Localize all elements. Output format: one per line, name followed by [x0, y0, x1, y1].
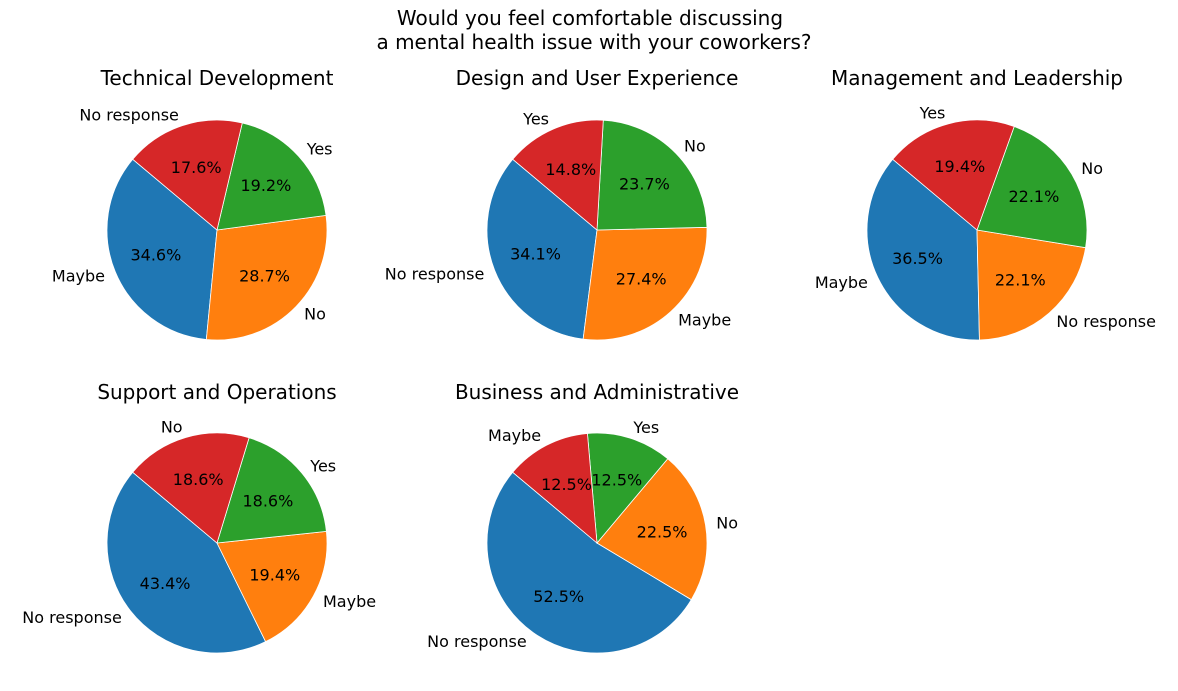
slice-label: Maybe — [323, 592, 376, 611]
slice-percentage: 27.4% — [616, 270, 667, 289]
slice-label: Yes — [522, 109, 549, 128]
slice-label: Yes — [632, 418, 659, 437]
slice-label: No — [716, 514, 738, 533]
slice-label: No response — [385, 265, 485, 284]
pie-slice — [132, 432, 250, 544]
pie-title: Support and Operations — [97, 380, 336, 404]
slice-percentage: 23.7% — [619, 175, 670, 194]
slice-label: Yes — [919, 104, 946, 123]
slice-label: Maybe — [488, 426, 541, 445]
pie-3: Management and Leadership Maybe 36.5% No re… — [815, 66, 1156, 341]
pie-title: Technical Development — [100, 66, 334, 90]
slice-percentage: 14.8% — [545, 160, 596, 179]
pie-slice — [586, 432, 669, 544]
slice-label: Maybe — [678, 310, 731, 329]
slice-label: Yes — [309, 456, 336, 475]
pie-1: Technical Development Maybe 34.6% No 28.7% Ye… — [52, 66, 334, 341]
pie-slice — [596, 458, 708, 601]
pie-4: Support and Operations No response 43.4% Ma… — [22, 380, 376, 654]
figure-title-line-2: a mental health issue with your coworker… — [376, 30, 811, 54]
slice-percentage: 28.7% — [239, 266, 290, 285]
pie-slice — [106, 158, 218, 340]
slice-percentage: 18.6% — [173, 470, 224, 489]
pie-slice — [976, 229, 1087, 341]
slice-label: No — [304, 305, 326, 324]
pie-slice — [216, 530, 328, 643]
slice-percentage: 18.6% — [242, 492, 293, 511]
pie-slice — [582, 226, 708, 341]
pie-title: Design and User Experience — [456, 66, 739, 90]
slice-percentage: 19.4% — [934, 157, 985, 176]
slice-percentage: 12.5% — [541, 475, 592, 494]
pie-slice — [216, 437, 327, 544]
pie-slice — [596, 119, 708, 231]
slice-label: No response — [427, 632, 527, 651]
slice-percentage: 19.2% — [240, 176, 291, 195]
pie-slice — [205, 214, 328, 341]
pie-slice — [892, 119, 1015, 231]
pie-slice — [512, 432, 598, 544]
slice-label: No response — [79, 106, 179, 125]
slice-percentage: 22.5% — [637, 523, 688, 542]
slice-percentage: 19.4% — [249, 565, 300, 584]
slice-label: No — [1081, 159, 1103, 178]
slice-percentage: 43.4% — [140, 574, 191, 593]
pie-slice — [106, 471, 267, 654]
slice-percentage: 36.5% — [892, 249, 943, 268]
slice-label: No response — [22, 608, 122, 627]
pie-2: Design and User Experience No response 34.… — [385, 66, 739, 341]
pie-5: Business and Administrative No response 52… — [427, 380, 739, 654]
slice-label: No response — [1056, 312, 1156, 331]
slice-percentage: 52.5% — [533, 587, 584, 606]
slice-percentage: 17.6% — [171, 158, 222, 177]
pie-grid: Technical Development Maybe 34.6% No 28.7% Ye… — [22, 66, 1156, 654]
slice-percentage: 12.5% — [591, 471, 642, 490]
pie-slice — [512, 119, 604, 231]
pie-title: Management and Leadership — [831, 66, 1123, 90]
pie-slice — [216, 122, 327, 231]
slice-label: Maybe — [52, 266, 105, 285]
slice-label: No — [161, 418, 183, 437]
slice-percentage: 34.6% — [130, 246, 181, 265]
slice-percentage: 22.1% — [995, 270, 1046, 289]
slice-label: No — [684, 136, 706, 155]
pie-slice — [132, 119, 243, 231]
pie-slice — [486, 471, 692, 654]
pie-title: Business and Administrative — [455, 380, 739, 404]
slice-percentage: 34.1% — [510, 245, 561, 264]
pie-slice — [486, 158, 598, 340]
slice-label: Maybe — [815, 273, 868, 292]
pie-slice — [866, 158, 980, 341]
slice-label: Yes — [306, 139, 333, 158]
pie-slice — [976, 125, 1088, 249]
figure-title-line-1: Would you feel comfortable discussing — [397, 6, 783, 30]
slice-percentage: 22.1% — [1008, 187, 1059, 206]
